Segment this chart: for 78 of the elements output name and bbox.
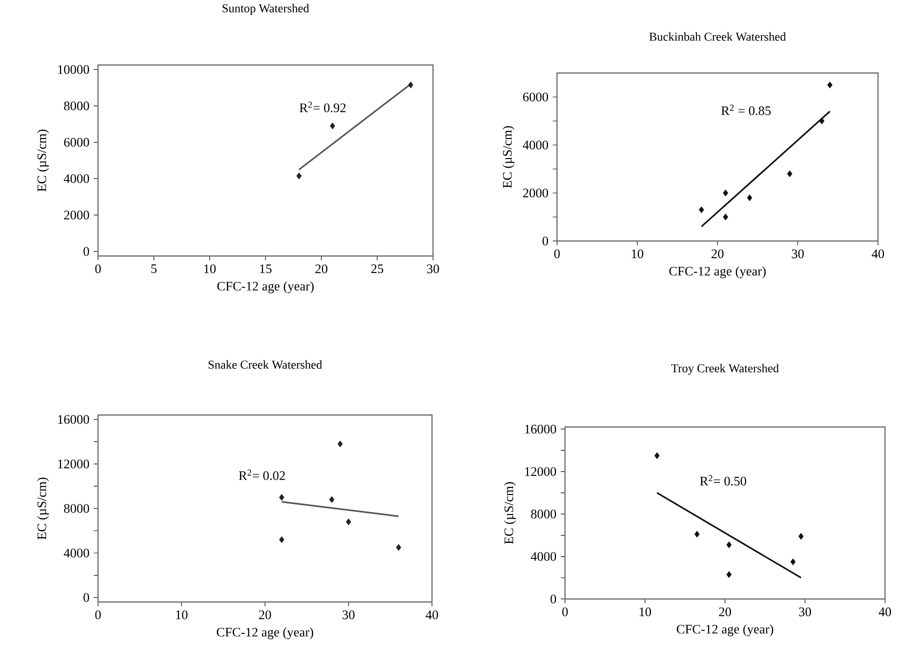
x-tick-label: 10 [632, 249, 644, 258]
chart-title: Snake Creek Watershed [208, 360, 322, 369]
annotation: R$^{2}$= 0.92 [300, 102, 346, 112]
x-tick-label: 40 [872, 249, 884, 258]
chart-title: Buckinbah Creek Watershed [649, 32, 786, 41]
y-tick-label: 8000 [64, 102, 90, 110]
point [330, 122, 336, 130]
point [296, 172, 302, 180]
point [747, 194, 752, 202]
point [726, 571, 732, 578]
y-tick-label: 2000 [64, 210, 90, 220]
x-tick-label: 10 [176, 610, 188, 620]
chart-title: Troy Creek Watershed [671, 364, 779, 375]
point [329, 496, 334, 503]
y-tick-label: 0 [542, 236, 548, 246]
x-tick-label: 10 [204, 264, 216, 274]
y-tick-label: 4000 [64, 174, 90, 184]
point [694, 530, 700, 538]
x-tick-label: 30 [799, 607, 812, 616]
y-tick-label: 6000 [64, 138, 90, 147]
y-tick-label: 6000 [523, 92, 548, 102]
point [827, 82, 832, 88]
point [654, 452, 660, 460]
point [338, 440, 343, 448]
y-tick-label: 0 [84, 593, 90, 602]
x-axis-title: CFC-12 age (year) [216, 627, 314, 640]
y-tick-label: 10000 [58, 65, 90, 74]
x-tick-label: 30 [792, 249, 804, 258]
point [396, 544, 402, 551]
x-tick-label: 5 [151, 264, 157, 274]
x-tick-label: 20 [719, 607, 732, 616]
y-tick-label: 16000 [58, 415, 90, 424]
y-axis-title: EC (µS/cm) [37, 130, 49, 192]
x-tick-label: 20 [315, 264, 328, 274]
x-tick-label: 30 [342, 610, 355, 620]
point [408, 82, 414, 88]
y-tick-label: 2000 [523, 188, 548, 198]
x-tick-label: 0 [95, 264, 101, 274]
y-tick-label: 0 [550, 594, 556, 604]
y-tick-label: 4000 [530, 552, 556, 561]
y-tick-label: 12000 [525, 467, 556, 476]
point [698, 206, 704, 214]
y-tick-label: 8000 [531, 510, 556, 518]
y-tick-label: 12000 [58, 460, 90, 468]
x-tick-label: 0 [562, 607, 568, 616]
x-tick-label: 40 [426, 610, 438, 620]
point [722, 214, 728, 220]
x-tick-label: 40 [878, 607, 892, 616]
point [726, 541, 732, 548]
point [279, 494, 284, 501]
x-axis-title: CFC-12 age (year) [669, 266, 766, 278]
chart-title: Suntop Watershed [222, 4, 310, 15]
x-tick-label: 15 [260, 264, 272, 274]
x-axis-title: CFC-12 age (year) [676, 624, 774, 636]
point [798, 532, 804, 540]
y-axis-title: EC (µS/cm) [504, 482, 516, 544]
x-tick-label: 25 [371, 264, 384, 274]
point [722, 190, 728, 196]
y-tick-label: 16000 [525, 424, 556, 434]
point [819, 118, 824, 124]
y-tick-label: 8000 [64, 504, 90, 513]
y-tick-label: 4000 [64, 548, 90, 558]
point [279, 536, 284, 544]
y-axis-title: EC (µS/cm) [37, 478, 49, 540]
annotation: R$^{2}$= 0.50 [700, 475, 746, 486]
point [346, 518, 352, 526]
y-tick-label: 4000 [522, 140, 548, 150]
point [790, 558, 796, 566]
annotation: R$^{2}$ = 0.85 [721, 104, 771, 116]
x-tick-label: 30 [427, 264, 440, 274]
annotation: R$^{2}$= 0.02 [238, 470, 285, 480]
x-tick-label: 10 [640, 607, 652, 616]
x-axis-title: CFC-12 age (year) [217, 281, 314, 294]
x-tick-label: 0 [95, 610, 101, 620]
x-tick-label: 20 [259, 610, 272, 620]
x-tick-label: 20 [712, 249, 724, 258]
y-axis-title: EC (µS/cm) [502, 126, 514, 188]
point [787, 170, 792, 178]
